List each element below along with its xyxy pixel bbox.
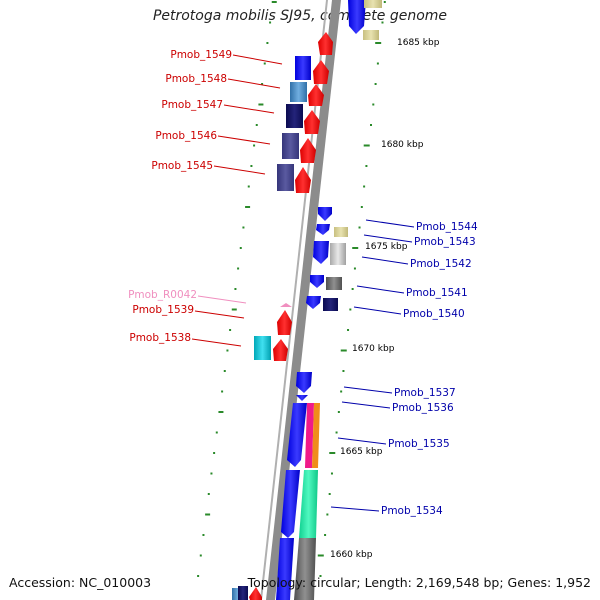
gene-label: Pmob_1542 xyxy=(410,258,472,270)
gene-arrow[interactable] xyxy=(304,110,320,134)
kbp-label: 1665 kbp xyxy=(340,447,383,457)
genome-title: Petrotoga mobilis SJ95, complete genome xyxy=(152,8,448,24)
kbp-label: 1670 kbp xyxy=(352,344,395,354)
gene-label: Pmob_1539 xyxy=(132,304,194,316)
label-leader xyxy=(337,437,387,445)
gene-arrow[interactable] xyxy=(277,310,292,335)
feature-block[interactable] xyxy=(334,227,348,237)
gene-arrow[interactable] xyxy=(308,84,324,106)
label-leader xyxy=(217,135,271,145)
feature-block[interactable] xyxy=(299,470,318,538)
label-leader xyxy=(343,386,393,394)
gene-label: Pmob_1536 xyxy=(392,402,454,414)
left-gene-labels: Pmob_1549 Pmob_1548 Pmob_1547 Pmob_1546 … xyxy=(128,49,283,347)
gene-label: Pmob_1545 xyxy=(151,160,213,172)
label-leader xyxy=(341,401,391,409)
feature-block[interactable] xyxy=(312,403,320,468)
label-leader xyxy=(194,310,245,319)
genome-summary: Topology: circular; Length: 2,169,548 bp… xyxy=(247,575,591,590)
feature-block[interactable] xyxy=(323,298,338,311)
gene-arrow[interactable] xyxy=(313,60,329,84)
label-leader xyxy=(232,54,283,65)
feature-block[interactable] xyxy=(254,336,271,360)
right-gene-labels: Pmob_1544 Pmob_1543 Pmob_1542 Pmob_1541 … xyxy=(330,219,478,517)
scale-ticks xyxy=(197,1,386,577)
label-leader xyxy=(197,295,247,304)
gene-arrow[interactable] xyxy=(318,32,333,55)
gene-label: Pmob_1544 xyxy=(416,221,478,233)
rna-gene-marker[interactable] xyxy=(280,303,292,307)
gene-arrow[interactable] xyxy=(249,587,262,600)
gene-arrow[interactable] xyxy=(276,538,294,600)
gene-arrow[interactable] xyxy=(306,296,321,309)
label-leader xyxy=(213,165,266,175)
gene-arrow[interactable] xyxy=(281,470,300,538)
gene-label: Pmob_1548 xyxy=(165,73,227,85)
kbp-label: 1660 kbp xyxy=(330,550,373,560)
gene-arrow[interactable] xyxy=(313,241,329,264)
kbp-label: 1685 kbp xyxy=(397,38,440,48)
kbp-label: 1675 kbp xyxy=(365,242,408,252)
gene-arrow[interactable] xyxy=(273,339,288,361)
label-leader xyxy=(356,285,405,294)
feature-block[interactable] xyxy=(238,586,248,600)
kbp-labels: 1685 kbp 1680 kbp 1675 kbp 1670 kbp 1665… xyxy=(330,38,440,560)
gene-label: Pmob_1535 xyxy=(388,438,450,450)
feature-block[interactable] xyxy=(326,277,342,290)
gene-label: Pmob_1547 xyxy=(161,99,223,111)
gene-label: Pmob_1541 xyxy=(406,287,468,299)
label-leader xyxy=(330,506,380,512)
feature-block[interactable] xyxy=(294,538,316,600)
gene-label: Pmob_1549 xyxy=(170,49,232,61)
gene-arrow[interactable] xyxy=(296,395,308,401)
gene-label: Pmob_1540 xyxy=(403,308,465,320)
kbp-label: 1680 kbp xyxy=(381,140,424,150)
gene-label: Pmob_1543 xyxy=(414,236,476,248)
gene-arrow[interactable] xyxy=(296,372,312,393)
feature-block[interactable] xyxy=(295,56,311,80)
gene-arrow[interactable] xyxy=(348,0,366,34)
gene-label: Pmob_R0042 xyxy=(128,289,197,301)
feature-block[interactable] xyxy=(363,30,379,40)
gene-arrow[interactable] xyxy=(287,403,307,467)
label-leader xyxy=(223,104,275,114)
gene-label: Pmob_1537 xyxy=(394,387,456,399)
gene-arrow[interactable] xyxy=(310,275,324,288)
label-leader xyxy=(191,338,242,347)
label-leader xyxy=(353,306,402,315)
feature-block[interactable] xyxy=(277,164,294,191)
feature-block[interactable] xyxy=(282,133,299,159)
accession-label: Accession: NC_010003 xyxy=(9,575,152,590)
forward-strand-genes xyxy=(249,32,333,600)
feature-block[interactable] xyxy=(364,0,382,8)
backbone-strand-outer xyxy=(266,0,341,600)
label-leader xyxy=(365,219,415,228)
gene-label: Pmob_1538 xyxy=(129,332,191,344)
gene-label: Pmob_1546 xyxy=(155,130,217,142)
gene-label: Pmob_1534 xyxy=(381,505,443,517)
feature-block[interactable] xyxy=(290,82,307,102)
feature-block[interactable] xyxy=(330,243,346,265)
label-leader xyxy=(363,234,413,243)
label-leader xyxy=(361,256,409,265)
gene-arrow[interactable] xyxy=(295,167,311,193)
feature-block[interactable] xyxy=(305,403,314,468)
gene-arrow[interactable] xyxy=(316,224,330,235)
gene-arrow[interactable] xyxy=(318,207,332,221)
gene-arrow[interactable] xyxy=(300,138,316,163)
feature-block[interactable] xyxy=(286,104,303,128)
reverse-strand-genes xyxy=(238,0,382,600)
label-leader xyxy=(227,78,281,89)
